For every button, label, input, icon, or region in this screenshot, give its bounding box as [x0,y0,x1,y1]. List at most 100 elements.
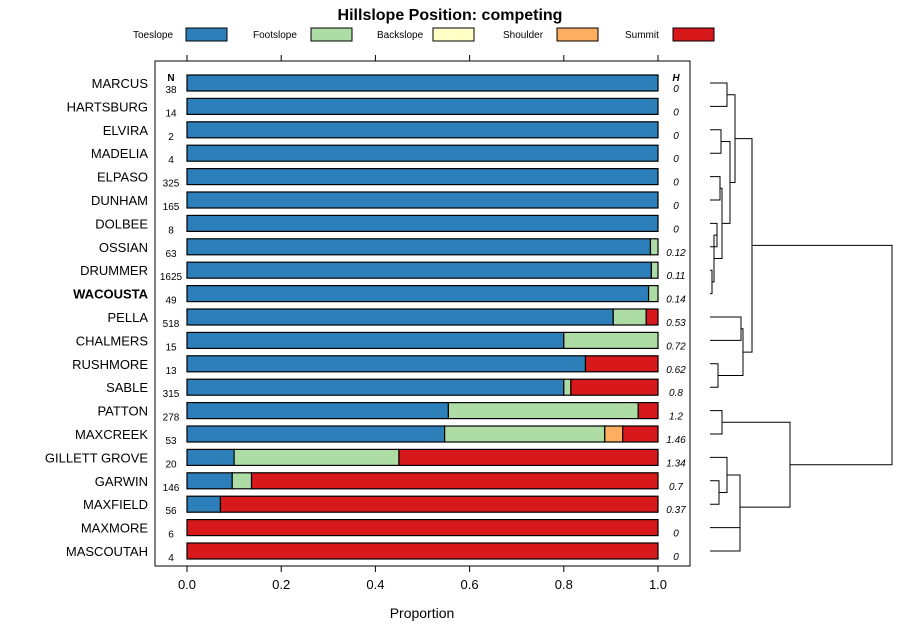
dendrogram-branch [735,138,753,353]
legend-swatch [310,27,353,42]
n-value: 4 [168,155,174,166]
dendrogram-branch [710,82,728,107]
h-value: 0.14 [666,295,686,306]
bars [186,74,659,560]
h-value: 0.12 [666,248,686,259]
h-value: 1.34 [666,458,686,469]
bar-segment [186,378,565,396]
h-value: 0 [673,84,679,95]
h-value: 0 [673,529,679,540]
chart-title: Hillslope Position: competing [338,7,563,24]
row-label: SABLE [106,380,148,395]
legend-label: Footslope [253,30,297,41]
legend-swatch [672,27,715,42]
row-label: RUSHMORE [72,357,148,372]
bar-segment [650,261,659,279]
bar-segment [186,425,446,443]
n-value: 1625 [160,272,183,283]
h-value: 0.72 [666,341,686,352]
h-value: 0.37 [666,505,686,516]
h-value: 1.46 [666,435,686,446]
n-value: 165 [163,202,180,213]
row-label: DRUMMER [80,263,148,278]
n-value: 315 [163,389,180,400]
dendrogram-branch [718,328,744,376]
bar-segment [563,331,659,349]
row-label: ELPASO [97,170,148,185]
h-value: 0.11 [667,271,686,282]
dendrogram-branch [710,176,721,201]
h-value: 0 [673,154,679,165]
n-value: 49 [165,296,177,307]
bar-segment [186,495,222,513]
n-value: 13 [165,366,177,377]
dendrogram-branch [710,129,722,154]
row-label: DUNHAM [91,193,148,208]
row-label: MAXMORE [81,521,149,536]
bar-segment [186,448,235,466]
legend-label: Toeslope [133,30,173,41]
dendrogram-branch [710,480,720,505]
bar-segment [186,331,565,349]
n-value: 518 [163,319,180,330]
row-label: CHALMERS [76,333,149,348]
n-header: N [167,73,174,84]
x-tick-label: 0.8 [555,577,573,592]
dendrogram [710,82,893,552]
bar-segment [186,214,659,232]
n-value: 63 [165,249,177,260]
h-value: 0 [673,107,679,118]
bar-segment [612,308,647,326]
dendrogram-branch [710,527,741,552]
bar-segment [186,191,659,209]
row-label: PATTON [97,404,148,419]
bar-segment [186,518,659,537]
legend: Toeslope Footslope Backslope Shoulder Summit [133,27,715,42]
x-tick-label: 0.6 [461,577,479,592]
n-value: 6 [168,530,174,541]
bar-segment [186,144,659,162]
bar-segment [186,74,659,92]
x-tick-label: 0.4 [366,577,384,592]
row-label: GARWIN [95,474,148,489]
row-label: MADELIA [91,146,148,161]
row-label: HARTSBURG [67,99,148,114]
bar-segment [604,425,624,443]
bar-segment [645,308,659,326]
row-label: MAXFIELD [83,497,148,512]
dendrogram-branch [710,363,719,388]
legend-label: Summit [625,30,659,41]
h-header: H [672,73,680,84]
bar-segment [444,425,606,443]
bar-segment [186,402,450,420]
bar-segment [186,472,233,490]
bar-segment [584,355,659,373]
bar-segment [622,425,659,443]
n-value: 38 [165,85,177,96]
bar-segment [570,378,659,396]
dendrogram-branch [710,410,723,435]
bar-segment [231,472,253,490]
legend-swatch [556,27,599,42]
bar-segment [219,495,659,513]
h-value: 0 [673,224,679,235]
dendrogram-branch [752,244,893,466]
x-tick-label: 0.0 [178,577,196,592]
row-label: OSSIAN [99,240,148,255]
bar-segment [563,378,572,396]
row-label: PELLA [108,310,149,325]
bar-segment [186,261,653,279]
n-value: 2 [168,132,174,143]
row-label: GILLETT GROVE [45,450,148,465]
h-value: 1.2 [669,412,683,423]
n-value: 278 [163,413,180,424]
legend-swatch [185,27,228,42]
bar-segment [186,285,650,303]
bar-segment [647,285,659,303]
legend-label: Shoulder [503,30,544,41]
bar-segment [186,121,659,139]
x-axis-label: Proportion [390,605,455,621]
n-value: 4 [168,553,174,564]
dendrogram-branch [710,269,713,295]
dendrogram-branch [722,421,791,508]
